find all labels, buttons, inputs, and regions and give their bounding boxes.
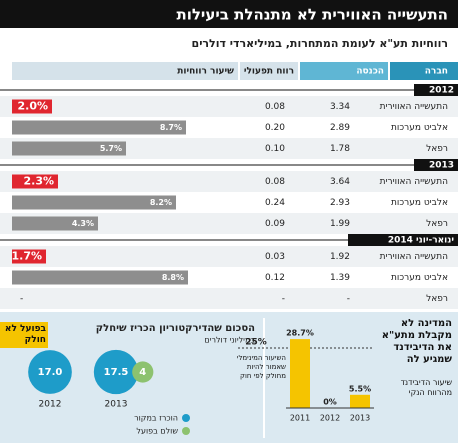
margin-label: - [20, 294, 23, 304]
value-label: 5.5% [349, 384, 371, 393]
row-bg [0, 96, 458, 117]
year-label: 2013 [105, 400, 128, 410]
margin-label: 4.3% [72, 219, 94, 228]
subtitle: רווחיות תע"א לעומת המתחרות, במיליארדי דו… [192, 37, 448, 50]
revenue: 1.78 [330, 144, 350, 154]
margin-label: 2.0% [17, 100, 48, 113]
profit: 0.03 [265, 252, 285, 262]
rate-subtitle: שיעור הדיבידנד מהרווח הנקי [400, 378, 452, 397]
legend-label: הוכרז במקור [134, 414, 178, 423]
legend-swatch [182, 427, 190, 435]
profit: 0.08 [265, 102, 285, 112]
section-label-bg [414, 159, 458, 171]
declared-label: 17.0 [38, 367, 63, 378]
year-label: 2013 [350, 414, 370, 423]
year-label: 2012 [39, 400, 62, 410]
threshold-note: השיעור המינימלי שאמור להיות מחולק לפי חו… [236, 354, 286, 380]
title-bar [0, 0, 458, 28]
revenue: 1.99 [330, 219, 350, 229]
profit: 0.10 [265, 144, 285, 154]
paid-bubble [132, 361, 154, 383]
profit: 0.20 [265, 123, 285, 133]
header-cell [240, 62, 298, 80]
year-label: 2012 [320, 414, 340, 423]
declared-bubble [28, 350, 72, 394]
profit: 0.09 [265, 219, 285, 229]
declared-bubble [93, 349, 139, 395]
column-header: שיעור רווחיות [177, 67, 234, 77]
margin-bar [12, 141, 126, 156]
section-label: 2012 [429, 86, 454, 96]
title: התעשייה האווירית לא מתנהלת ביעילות [176, 6, 448, 24]
revenue: 3.64 [330, 177, 350, 187]
margin-label: 8.2% [150, 198, 172, 207]
company: אלביט מערכות [391, 123, 448, 133]
profit: 0.12 [265, 273, 285, 283]
declared-title: הסכום שהדירקטוריון הכריז שיחלק [96, 323, 255, 334]
margin-bar [12, 270, 188, 285]
margin-bar [12, 216, 98, 231]
header-cell [12, 62, 238, 80]
row-bg [0, 288, 458, 309]
bottom-panel [0, 312, 458, 443]
year-label: 2011 [290, 414, 310, 423]
revenue: 1.92 [330, 252, 350, 262]
margin-bar [12, 249, 46, 264]
company: אלביט מערכות [391, 273, 448, 283]
profit: 0.24 [265, 198, 285, 208]
dividend-bar [290, 339, 310, 408]
value-label: 28.7% [286, 329, 314, 338]
annotation: בפועל לא חולק [0, 322, 48, 348]
revenue: 3.34 [330, 102, 350, 112]
company: התעשייה האווירית [380, 177, 449, 187]
row-bg [0, 246, 458, 267]
header-cell [300, 62, 388, 80]
paid-label: 4 [139, 367, 146, 378]
revenue: - [347, 294, 350, 304]
header-cell [390, 62, 458, 80]
declared-subtitle: במיליוני דולרים [204, 336, 255, 345]
margin-bar [12, 195, 176, 210]
margin-label: 5.7% [100, 144, 122, 153]
declared-label: 17.5 [104, 367, 129, 378]
threshold-label: 25% [245, 338, 267, 348]
row-bg [0, 171, 458, 192]
margin-label: 2.3% [23, 175, 54, 188]
margin-label: 8.7% [160, 123, 182, 132]
dividend-bar [350, 394, 370, 408]
column-header: חברה [425, 67, 448, 77]
legend-swatch [182, 414, 190, 422]
margin-bar [12, 120, 186, 135]
company: התעשייה האווירית [380, 102, 449, 112]
margin-label: 8.8% [162, 273, 184, 282]
revenue: 1.39 [330, 273, 350, 283]
section-label: ינואר-יוני 2014 [388, 236, 455, 246]
revenue: 2.93 [330, 198, 350, 208]
legend-label: שולם בפועל [136, 427, 178, 436]
margin-bar [12, 174, 58, 189]
rate-title: המדינה לא מקבלת מתע"א את הדיבידנד שמגיע … [381, 318, 452, 365]
profit: 0.08 [265, 177, 285, 187]
company: רפאל [426, 219, 448, 229]
company: רפאל [426, 294, 448, 304]
section-label-bg [414, 84, 458, 96]
margin-label: 1.7% [11, 250, 42, 263]
company: אלביט מערכות [391, 198, 448, 208]
company: התעשייה האווירית [380, 252, 449, 262]
row-bg [0, 213, 458, 234]
section-label: 2013 [429, 161, 454, 171]
revenue: 2.89 [330, 123, 350, 133]
section-label-bg [348, 234, 458, 246]
column-header: הכנסה [356, 67, 384, 77]
value-label: 0% [323, 398, 337, 407]
margin-bar [12, 99, 52, 114]
company: רפאל [426, 144, 448, 154]
profit: - [282, 294, 285, 304]
column-header: רווח תפעולי [244, 67, 294, 77]
